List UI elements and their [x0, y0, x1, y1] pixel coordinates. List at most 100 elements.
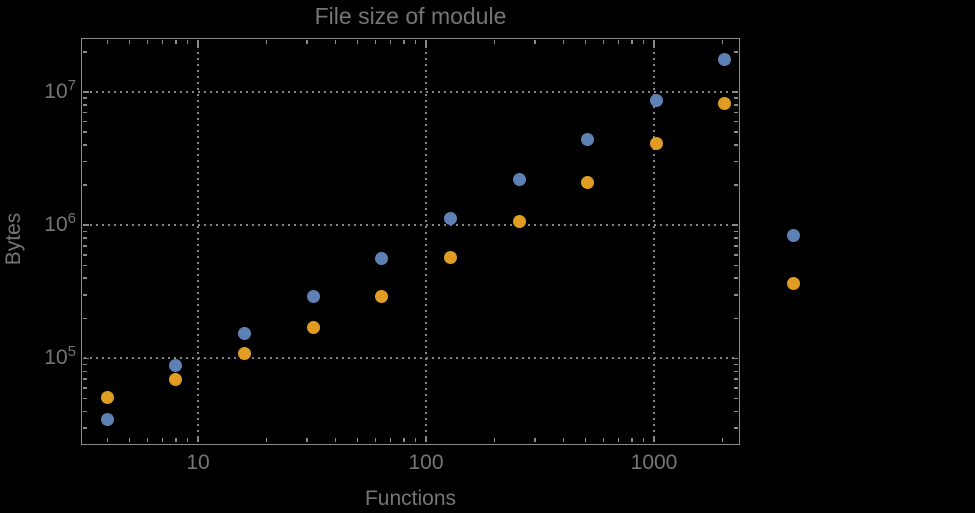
tick-x-top [653, 40, 655, 46]
tick-y-right [734, 184, 738, 186]
tick-y-left [83, 378, 87, 380]
tick-y-left [83, 160, 87, 163]
tick-x-bottom [334, 438, 337, 442]
tick-x-bottom [562, 438, 565, 442]
tick-y-right [734, 97, 738, 99]
tick-y-right [732, 357, 738, 360]
tick-y-left [83, 104, 87, 106]
tick-x-bottom [197, 436, 199, 442]
tick-y-right [734, 51, 738, 53]
tick-x-top [414, 40, 417, 44]
tick-x-top [197, 40, 199, 46]
tick-y-left [83, 224, 89, 226]
tick-x-bottom [175, 438, 177, 442]
tick-x-top [584, 40, 587, 44]
tick-y-right [734, 387, 738, 389]
tick-x-bottom [642, 438, 645, 442]
tick-x-top [425, 40, 427, 46]
tick-x-bottom [128, 438, 131, 442]
tick-x-top [403, 40, 405, 44]
gridline-y-1e6 [84, 224, 737, 227]
gridline-x-1000 [653, 40, 655, 442]
tick-y-left [83, 387, 87, 389]
tick-y-left [83, 91, 89, 93]
tick-y-left [83, 131, 87, 133]
tick-x-bottom [186, 438, 189, 442]
tick-y-right [734, 317, 738, 320]
tick-y-right [732, 91, 738, 93]
y-tick-label-1e6: 106 [44, 210, 76, 237]
tick-y-right [734, 230, 738, 233]
tick-y-right [734, 104, 738, 106]
tick-y-right [734, 378, 738, 380]
tick-x-bottom [306, 438, 308, 442]
tick-x-top [534, 40, 536, 44]
tick-y-right [734, 120, 738, 123]
data-point-orange-x2048 [718, 97, 732, 111]
tick-x-bottom [721, 438, 724, 442]
data-point-orange-x128 [443, 250, 457, 264]
data-point-blue-x512 [581, 133, 595, 147]
tick-y-right [734, 111, 738, 114]
data-point-orange-x8 [169, 373, 183, 387]
data-point-blue-x32 [306, 290, 320, 304]
tick-y-right [734, 294, 738, 296]
tick-y-left [83, 245, 87, 247]
plot-frame [81, 37, 740, 445]
tick-x-top [306, 40, 308, 44]
tick-x-bottom [602, 438, 605, 442]
tick-y-left [83, 254, 87, 256]
tick-x-bottom [493, 438, 496, 442]
tick-y-left [83, 277, 87, 279]
tick-y-right [732, 224, 738, 226]
data-point-orange-x512 [581, 176, 595, 190]
data-point-blue-x256 [512, 173, 526, 187]
tick-y-left [83, 237, 87, 239]
tick-y-left [83, 357, 89, 360]
x-tick-label-1000: 1000 [630, 451, 678, 474]
tick-x-bottom [425, 436, 427, 442]
data-point-orange-x4 [100, 391, 114, 405]
tick-x-bottom [653, 436, 655, 442]
tick-x-bottom [161, 438, 164, 442]
tick-y-left [83, 370, 87, 373]
tick-x-top [617, 40, 620, 44]
tick-x-top [334, 40, 337, 44]
tick-y-left [83, 230, 87, 233]
tick-y-right [734, 254, 738, 256]
tick-x-bottom [584, 438, 587, 442]
tick-y-right [734, 397, 738, 400]
tick-y-left [83, 120, 87, 123]
tick-x-top [175, 40, 177, 44]
data-point-orange-x32 [306, 320, 320, 334]
tick-x-top [562, 40, 565, 44]
data-point-orange-x1024 [649, 137, 663, 151]
gridline-x-10 [197, 40, 199, 442]
x-tick-label-100: 100 [408, 451, 444, 474]
tick-x-bottom [106, 438, 109, 442]
data-point-blue-x2048 [718, 53, 732, 67]
data-point-orange-x64 [375, 290, 389, 304]
data-point-orange-x256 [512, 215, 526, 229]
tick-x-top [106, 40, 109, 44]
tick-x-top [161, 40, 164, 44]
tick-y-left [83, 294, 87, 296]
tick-y-left [83, 363, 87, 366]
x-tick-label-10: 10 [186, 451, 210, 474]
tick-y-right [734, 160, 738, 163]
y-axis-label: Bytes [2, 212, 25, 266]
tick-x-bottom [146, 438, 149, 442]
gridline-x-100 [425, 40, 427, 442]
tick-y-right [734, 427, 738, 429]
tick-x-top [642, 40, 645, 44]
tick-y-right [734, 370, 738, 373]
y-tick-label-1e7: 107 [44, 77, 76, 104]
tick-x-top [186, 40, 189, 44]
tick-y-left [83, 144, 87, 146]
tick-x-top [128, 40, 131, 44]
gridline-y-1e5 [84, 357, 737, 360]
y-tick-label-1e5: 105 [44, 343, 76, 370]
tick-x-top [356, 40, 359, 44]
tick-y-right [734, 264, 738, 267]
